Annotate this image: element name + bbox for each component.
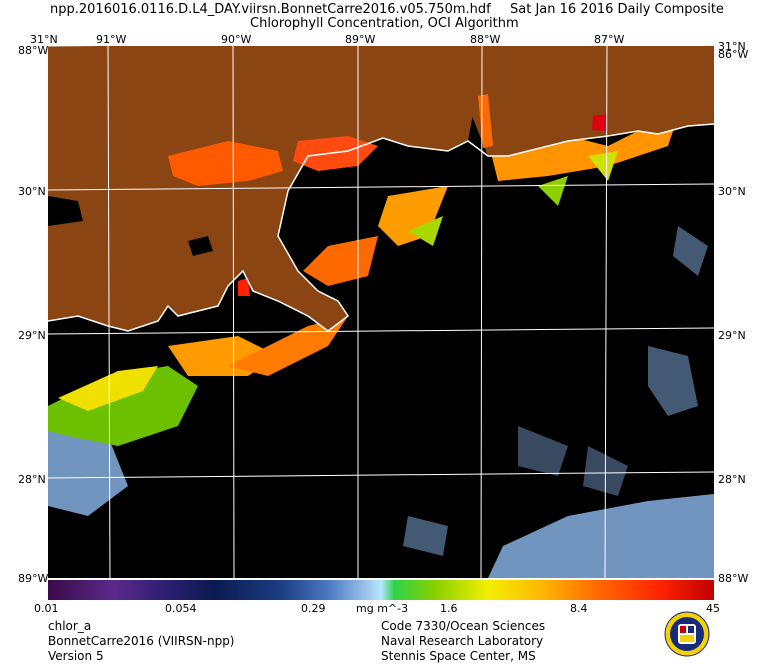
- lon-label-91w: 91°W: [96, 33, 127, 46]
- lat-label-28n-left: 28°N: [18, 473, 46, 486]
- lon-label-88w: 88°W: [470, 33, 501, 46]
- org-location: Stennis Space Center, MS: [381, 649, 536, 663]
- corner-lon-label-right: 86°W: [718, 48, 749, 61]
- lon-label-90w: 90°W: [221, 33, 252, 46]
- org-code: Code 7330/Ocean Sciences: [381, 619, 546, 633]
- product-name: chlor_a: [48, 619, 92, 633]
- corner-lat-label: 31°N: [30, 33, 58, 46]
- composite-date: Sat Jan 16 2016 Daily Composite: [510, 2, 724, 17]
- colorbar-tick-0054: 0.054: [165, 602, 197, 615]
- corner-lon-label: 88°W: [18, 44, 49, 57]
- colorbar-tick-16: 1.6: [440, 602, 458, 615]
- graticule: [48, 46, 714, 578]
- lat-label-29n-left: 29°N: [18, 329, 46, 342]
- coastline: [48, 123, 714, 332]
- colorbar-unit: mg m^-3: [356, 602, 409, 615]
- lon-label-87w: 87°W: [594, 33, 625, 46]
- colorbar: [48, 580, 714, 600]
- lon-label-89w: 89°W: [345, 33, 376, 46]
- lat-label-30n-right: 30°N: [718, 185, 746, 198]
- product-title: Chlorophyll Concentration, OCI Algorithm: [250, 16, 519, 31]
- map-canvas: [48, 46, 714, 578]
- low-chlorophyll-patches: [48, 226, 714, 578]
- file-name: npp.2016016.0116.D.L4_DAY.viirsn.BonnetC…: [50, 2, 491, 17]
- lat-label-30n-left: 30°N: [18, 185, 46, 198]
- corner-bottom-right-label: 88°W: [718, 572, 749, 585]
- corner-bottom-left-label: 89°W: [18, 572, 49, 585]
- colorbar-tick-84: 8.4: [570, 602, 588, 615]
- corner-lat-label-right: 31°N: [718, 40, 746, 53]
- land-mass: [48, 46, 714, 331]
- org-name: Naval Research Laboratory: [381, 634, 544, 648]
- version-label: Version 5: [48, 649, 104, 663]
- lat-label-28n-right: 28°N: [718, 473, 746, 486]
- lat-label-29n-right: 29°N: [718, 329, 746, 342]
- colorbar-tick-029: 0.29: [301, 602, 326, 615]
- chlorophyll-map[interactable]: [48, 46, 714, 578]
- inland-waters: [48, 94, 608, 296]
- colorbar-tick-001: 0.01: [34, 602, 59, 615]
- colorbar-tick-45: 45: [706, 602, 720, 615]
- shelf-plume: [48, 116, 678, 446]
- region-name: BonnetCarre2016 (VIIRSN-npp): [48, 634, 235, 648]
- nrl-seal-icon: [664, 611, 710, 657]
